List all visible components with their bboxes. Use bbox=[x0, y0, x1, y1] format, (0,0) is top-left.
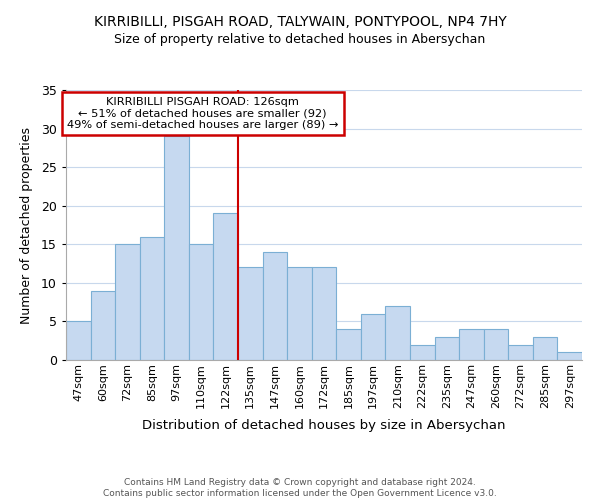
Bar bbox=[189, 244, 214, 360]
Bar bbox=[434, 337, 459, 360]
Bar bbox=[263, 252, 287, 360]
Bar bbox=[361, 314, 385, 360]
Bar bbox=[214, 214, 238, 360]
Bar bbox=[238, 268, 263, 360]
Bar bbox=[336, 329, 361, 360]
Text: KIRRIBILLI PISGAH ROAD: 126sqm
← 51% of detached houses are smaller (92)
49% of : KIRRIBILLI PISGAH ROAD: 126sqm ← 51% of … bbox=[67, 97, 338, 130]
Text: KIRRIBILLI, PISGAH ROAD, TALYWAIN, PONTYPOOL, NP4 7HY: KIRRIBILLI, PISGAH ROAD, TALYWAIN, PONTY… bbox=[94, 15, 506, 29]
X-axis label: Distribution of detached houses by size in Abersychan: Distribution of detached houses by size … bbox=[142, 419, 506, 432]
Bar bbox=[66, 322, 91, 360]
Bar bbox=[91, 290, 115, 360]
Bar bbox=[533, 337, 557, 360]
Bar bbox=[557, 352, 582, 360]
Bar bbox=[115, 244, 140, 360]
Bar bbox=[164, 136, 189, 360]
Bar bbox=[385, 306, 410, 360]
Bar bbox=[508, 344, 533, 360]
Bar bbox=[287, 268, 312, 360]
Text: Contains HM Land Registry data © Crown copyright and database right 2024.
Contai: Contains HM Land Registry data © Crown c… bbox=[103, 478, 497, 498]
Y-axis label: Number of detached properties: Number of detached properties bbox=[20, 126, 33, 324]
Bar bbox=[410, 344, 434, 360]
Bar bbox=[312, 268, 336, 360]
Bar bbox=[484, 329, 508, 360]
Bar bbox=[459, 329, 484, 360]
Text: Size of property relative to detached houses in Abersychan: Size of property relative to detached ho… bbox=[115, 32, 485, 46]
Bar bbox=[140, 236, 164, 360]
